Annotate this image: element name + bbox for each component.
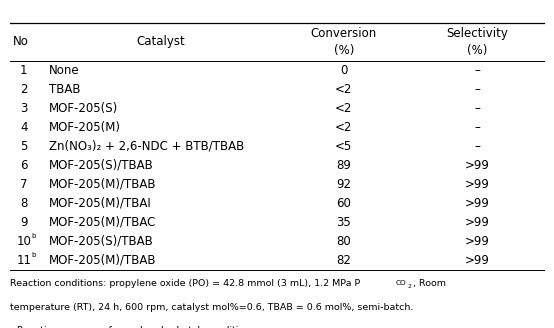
Text: 7: 7 (20, 178, 28, 191)
Text: MOF-205(M): MOF-205(M) (49, 121, 121, 134)
Text: 80: 80 (336, 235, 351, 248)
Text: <5: <5 (335, 140, 352, 153)
Text: 1: 1 (20, 64, 28, 77)
Text: 4: 4 (20, 121, 28, 134)
Text: No: No (13, 35, 29, 48)
Text: CO: CO (396, 280, 406, 286)
Text: Conversion
(%): Conversion (%) (311, 27, 377, 57)
Text: >99: >99 (465, 159, 490, 172)
Text: Catalyst: Catalyst (136, 35, 185, 48)
Text: b: b (31, 252, 35, 258)
Text: 9: 9 (20, 216, 28, 229)
Text: <2: <2 (335, 83, 352, 96)
Text: Zn(NO₃)₂ + 2,6-NDC + BTB/TBAB: Zn(NO₃)₂ + 2,6-NDC + BTB/TBAB (49, 140, 244, 153)
Text: temperature (RT), 24 h, 600 rpm, catalyst mol%=0.6, TBAB = 0.6 mol%, semi-batch.: temperature (RT), 24 h, 600 rpm, catalys… (10, 302, 413, 312)
Text: MOF-205(S): MOF-205(S) (49, 102, 119, 115)
Text: 8: 8 (20, 197, 28, 210)
Text: Reactions were performed under batch conditions.: Reactions were performed under batch con… (17, 326, 258, 328)
Text: –: – (474, 140, 480, 153)
Text: 10: 10 (17, 235, 31, 248)
Text: 60: 60 (336, 197, 351, 210)
Text: 35: 35 (336, 216, 351, 229)
Text: –: – (474, 83, 480, 96)
Text: TBAB: TBAB (49, 83, 81, 96)
Text: <2: <2 (335, 121, 352, 134)
Text: 92: 92 (336, 178, 351, 191)
Text: Reaction conditions: propylene oxide (PO) = 42.8 mmol (3 mL), 1.2 MPa P: Reaction conditions: propylene oxide (PO… (10, 279, 360, 288)
Text: >99: >99 (465, 216, 490, 229)
Text: MOF-205(M)/TBAC: MOF-205(M)/TBAC (49, 216, 156, 229)
Text: 82: 82 (336, 254, 351, 267)
Text: 6: 6 (20, 159, 28, 172)
Text: MOF-205(S)/TBAB: MOF-205(S)/TBAB (49, 235, 154, 248)
Text: –: – (474, 121, 480, 134)
Text: 11: 11 (16, 254, 32, 267)
Text: Selectivity
(%): Selectivity (%) (447, 27, 508, 57)
Text: MOF-205(S)/TBAB: MOF-205(S)/TBAB (49, 159, 154, 172)
Text: >99: >99 (465, 254, 490, 267)
Text: >99: >99 (465, 197, 490, 210)
Text: , Room: , Room (413, 279, 446, 288)
Text: 89: 89 (336, 159, 351, 172)
Text: 0: 0 (340, 64, 347, 77)
Text: >99: >99 (465, 235, 490, 248)
Text: None: None (49, 64, 80, 77)
Text: b: b (31, 233, 35, 239)
Text: 3: 3 (20, 102, 28, 115)
Text: MOF-205(M)/TBAI: MOF-205(M)/TBAI (49, 197, 152, 210)
Text: >99: >99 (465, 178, 490, 191)
Text: <2: <2 (335, 102, 352, 115)
Text: MOF-205(M)/TBAB: MOF-205(M)/TBAB (49, 178, 157, 191)
Text: 5: 5 (20, 140, 28, 153)
Text: 2: 2 (408, 284, 412, 289)
Text: MOF-205(M)/TBAB: MOF-205(M)/TBAB (49, 254, 157, 267)
Text: –: – (474, 102, 480, 115)
Text: –: – (474, 64, 480, 77)
Text: 2: 2 (20, 83, 28, 96)
